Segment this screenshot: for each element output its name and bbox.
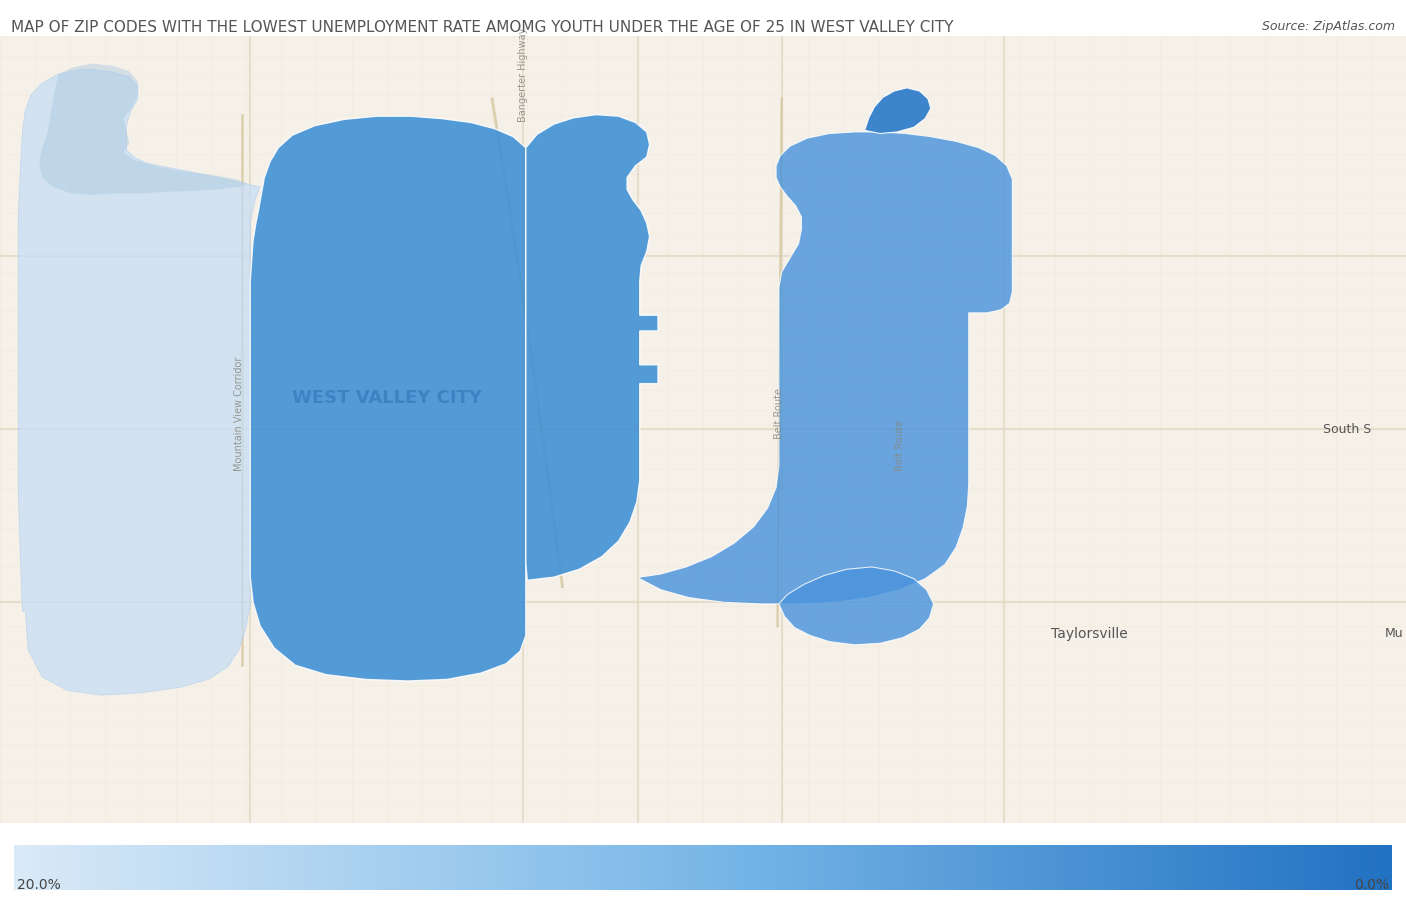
Polygon shape: [865, 88, 931, 134]
Text: Belt Route: Belt Route: [773, 388, 785, 439]
Text: Mu: Mu: [1385, 628, 1403, 640]
Text: Source: ZipAtlas.com: Source: ZipAtlas.com: [1261, 20, 1395, 32]
Polygon shape: [779, 567, 934, 645]
Text: 20.0%: 20.0%: [17, 877, 60, 892]
Text: MAP OF ZIP CODES WITH THE LOWEST UNEMPLOYMENT RATE AMOMG YOUTH UNDER THE AGE OF : MAP OF ZIP CODES WITH THE LOWEST UNEMPLO…: [11, 20, 953, 35]
Text: South S: South S: [1323, 423, 1371, 436]
Polygon shape: [39, 64, 247, 195]
Text: Belt Route: Belt Route: [894, 420, 905, 470]
Polygon shape: [640, 132, 1012, 604]
Text: WEST VALLEY CITY: WEST VALLEY CITY: [291, 388, 482, 407]
Text: Mountain View Corridor: Mountain View Corridor: [233, 356, 245, 471]
Text: Taylorsville: Taylorsville: [1052, 627, 1128, 641]
Text: Bangerter Highway: Bangerter Highway: [517, 28, 529, 122]
Text: 0.0%: 0.0%: [1354, 877, 1389, 892]
Polygon shape: [18, 69, 260, 695]
Polygon shape: [526, 115, 658, 581]
Polygon shape: [250, 116, 526, 681]
